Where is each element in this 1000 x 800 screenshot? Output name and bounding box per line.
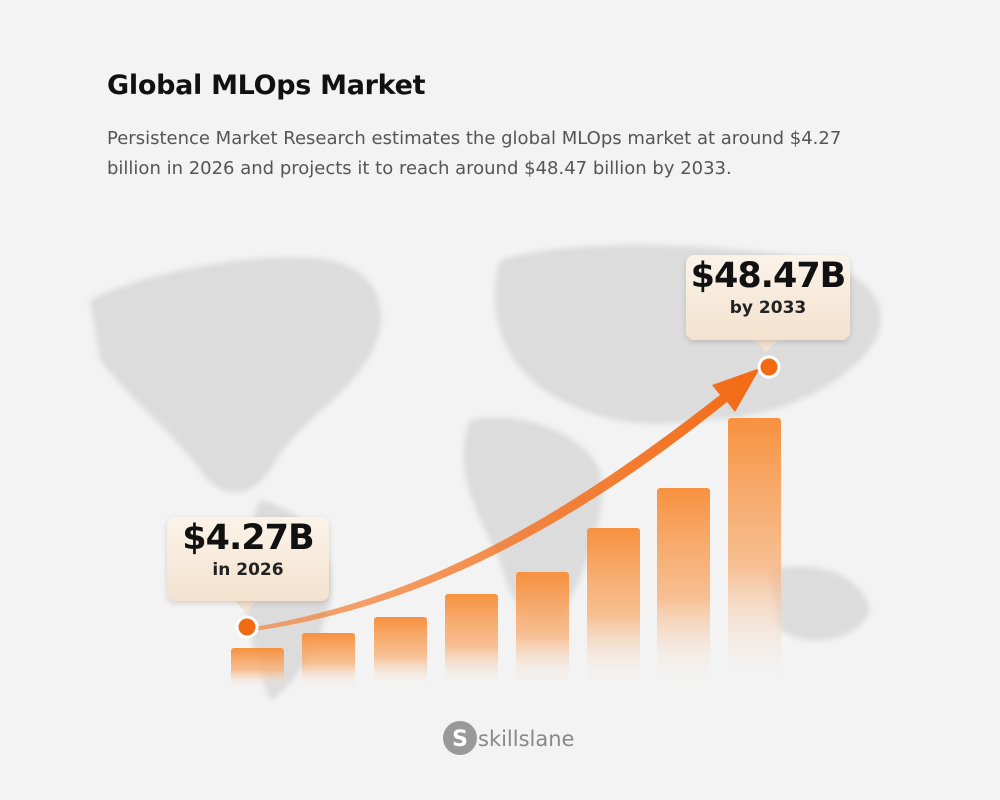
bar bbox=[657, 488, 710, 688]
callout-value: $4.27B bbox=[182, 518, 314, 558]
callout-label: by 2033 bbox=[729, 298, 807, 318]
title: Global MLOps Market bbox=[107, 70, 426, 101]
bar bbox=[231, 648, 284, 688]
start-dot bbox=[235, 615, 259, 639]
callout: $48.47B by 2033 bbox=[686, 255, 850, 340]
callout-pointer bbox=[754, 340, 778, 352]
callout-value: $48.47B bbox=[690, 256, 847, 296]
description: Persistence Market Research estimates th… bbox=[107, 128, 842, 179]
brand-name: skillslane bbox=[478, 727, 575, 751]
brand-logo bbox=[443, 721, 477, 755]
bar bbox=[728, 418, 781, 688]
bar bbox=[374, 617, 427, 688]
callout-label: in 2026 bbox=[212, 560, 284, 580]
end-dot bbox=[757, 355, 781, 379]
bar bbox=[302, 633, 355, 688]
brand-logo-letter: S bbox=[452, 727, 468, 752]
bar bbox=[587, 528, 640, 688]
bar bbox=[516, 572, 569, 688]
callout-pointer bbox=[234, 600, 258, 612]
bar bbox=[445, 594, 498, 688]
callout: $4.27B in 2026 bbox=[167, 517, 329, 601]
bars bbox=[231, 418, 781, 688]
